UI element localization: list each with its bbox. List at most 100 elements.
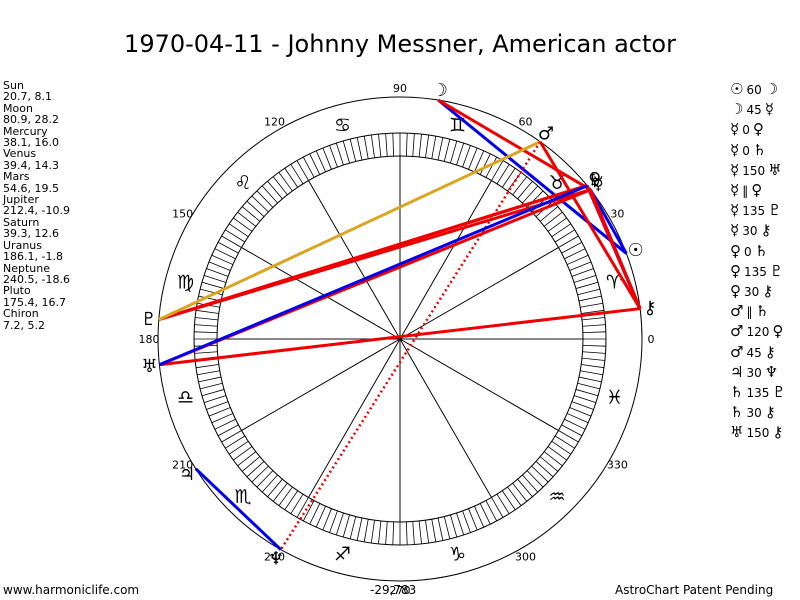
aspect-planet-glyph: ♆ xyxy=(764,362,779,381)
aspect-line xyxy=(158,188,591,322)
degree-tick xyxy=(581,357,605,361)
degree-tick xyxy=(214,418,236,430)
degree-tick xyxy=(200,288,223,296)
degree-tick xyxy=(225,229,246,243)
aspect-value: 45 xyxy=(746,103,762,118)
degree-label: 0 xyxy=(648,333,655,346)
degree-tick xyxy=(580,370,603,376)
aspect-row: ♄ 30 ⚷ xyxy=(730,403,786,423)
degree-tick xyxy=(194,331,218,334)
degree-tick xyxy=(443,139,451,162)
aspect-value: ‖ xyxy=(746,305,753,320)
degree-tick xyxy=(526,470,544,488)
degree-tick xyxy=(558,430,579,443)
aspect-planet-glyph: ♂ xyxy=(730,322,744,341)
degree-tick xyxy=(582,331,606,334)
degree-tick xyxy=(582,344,606,347)
degree-tick xyxy=(385,521,388,545)
degree-tick xyxy=(425,520,430,544)
aspect-row: ♀ 0 ♄ xyxy=(730,242,786,262)
planet-position: 20.7, 8.1 xyxy=(3,90,52,104)
outer-circle xyxy=(157,96,643,582)
degree-tick xyxy=(309,503,321,525)
planet-name: Saturn xyxy=(3,215,40,229)
degree-tick xyxy=(315,506,326,528)
degree-tick xyxy=(214,248,236,260)
degree-tick xyxy=(203,395,227,404)
planet-glyph: ♃ xyxy=(179,464,195,485)
degree-tick xyxy=(571,268,594,277)
degree-tick xyxy=(251,465,269,483)
planet-name: Neptune xyxy=(3,261,51,275)
degree-label: 240 xyxy=(264,550,285,563)
degree-tick xyxy=(425,134,430,158)
zodiac-sign-glyph: ♍ xyxy=(177,272,194,294)
planet-glyph: ♅ xyxy=(141,356,157,377)
degree-tick xyxy=(431,136,437,159)
aspect-planet-glyph: ♄ xyxy=(754,241,769,260)
degree-tick xyxy=(496,493,510,514)
footer-patent-note: AstroChart Patent Pending xyxy=(615,583,774,597)
aspect-value: 120 xyxy=(746,325,770,340)
degree-tick xyxy=(221,235,242,248)
aspect-planet-glyph: ♀ xyxy=(751,181,763,200)
planet-position: 39.3, 12.6 xyxy=(3,227,59,241)
degree-tick xyxy=(554,229,575,243)
zodiac-sign-glyph: ♏ xyxy=(234,486,251,508)
degree-tick xyxy=(267,478,283,498)
degree-tick xyxy=(335,512,344,536)
degree-tick xyxy=(573,395,597,404)
degree-tick xyxy=(437,517,444,541)
degree-tick xyxy=(543,451,563,467)
degree-tick xyxy=(194,324,218,327)
aspect-planet-glyph: ♀ xyxy=(730,241,741,260)
degree-tick xyxy=(575,389,599,397)
degree-label: 90 xyxy=(393,82,407,95)
degree-tick xyxy=(309,153,321,175)
planet-position: 38.1, 16.0 xyxy=(3,136,59,150)
aspect-line xyxy=(158,140,541,321)
degree-tick xyxy=(261,185,278,204)
aspect-line xyxy=(589,189,642,310)
degree-tick xyxy=(392,521,395,545)
degree-label: 210 xyxy=(172,459,193,472)
degree-tick xyxy=(290,164,304,185)
degree-tick xyxy=(195,317,219,321)
aspect-planet-glyph: ♄ xyxy=(730,383,744,402)
degree-tick xyxy=(582,351,606,354)
degree-tick xyxy=(272,482,288,502)
aspect-line xyxy=(538,140,642,310)
degree-tick xyxy=(335,142,344,166)
degree-tick xyxy=(302,500,315,522)
degree-tick xyxy=(290,493,304,514)
degree-tick xyxy=(278,172,293,192)
footer-website[interactable]: www.harmoniclife.com xyxy=(3,583,140,597)
degree-label: 270 xyxy=(390,584,411,597)
degree-tick xyxy=(217,424,239,437)
aspect-value: 30 xyxy=(746,406,762,421)
degree-tick xyxy=(412,133,415,157)
degree-label: 60 xyxy=(519,116,533,129)
degree-tick xyxy=(233,217,253,232)
planet-position: 175.4, 16.7 xyxy=(3,295,66,309)
aspect-list: ☉ 60 ☽ ☽ 45 ☿ ☿ 0 ♀ ☿ 0 ♄ ☿ 150 ♅ ☿ ‖ ♀ ☿ 135 ♇ ☿ 30 ⚷ ♀ 0 ♄ ♀ 135 ♇ ♀… xyxy=(730,80,786,444)
zodiac-sign-glyph: ♎ xyxy=(177,386,194,408)
degree-tick xyxy=(578,376,602,383)
aspect-planet-glyph: ♄ xyxy=(752,140,767,159)
aspect-value: 60 xyxy=(746,83,762,97)
degree-tick xyxy=(329,145,338,168)
degree-label: 30 xyxy=(610,208,624,221)
planet-position: 212.4, -10.9 xyxy=(3,204,70,218)
planet-glyph: ☽ xyxy=(432,80,448,101)
aspect-line xyxy=(159,307,641,367)
aspect-value: 30 xyxy=(746,365,762,380)
degree-tick xyxy=(512,482,528,502)
aspect-planet-glyph: ♀ xyxy=(730,261,741,280)
degree-tick xyxy=(195,309,219,314)
aspect-row: ☿ 0 ♄ xyxy=(730,141,786,161)
zodiac-sign-glyph: ♑ xyxy=(449,543,466,565)
planet-position: 7.2, 5.2 xyxy=(3,318,45,332)
degree-tick xyxy=(284,490,298,511)
degree-tick xyxy=(539,206,559,222)
